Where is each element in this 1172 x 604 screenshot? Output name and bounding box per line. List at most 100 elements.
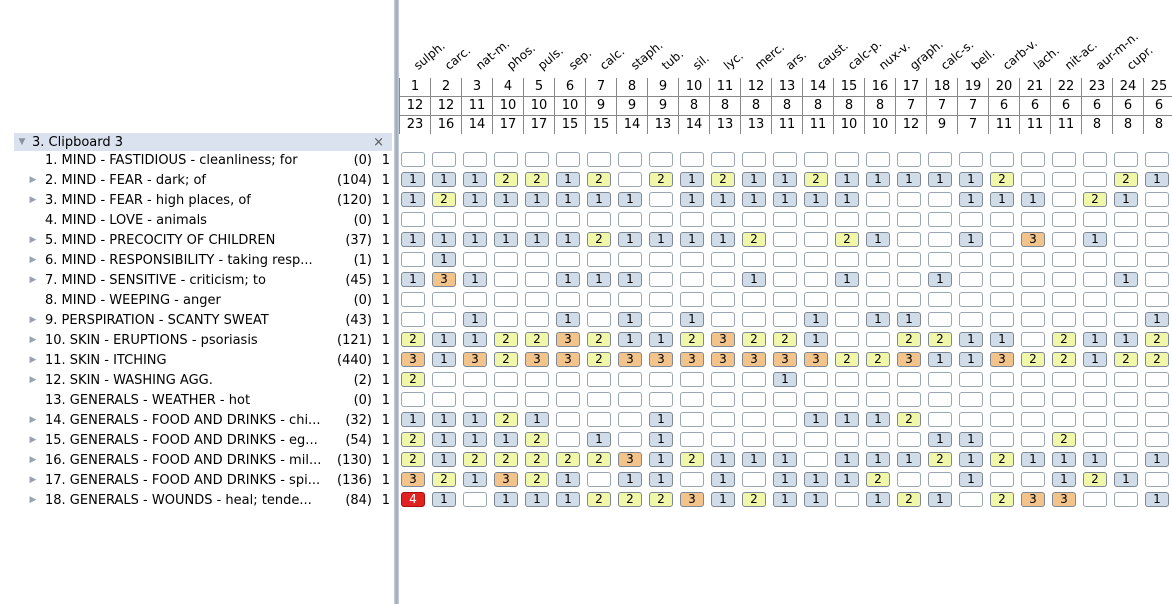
grade-cell[interactable]: 1 — [804, 492, 828, 507]
grade-cell[interactable]: 2 — [432, 192, 456, 207]
grade-cell[interactable] — [866, 252, 890, 267]
triangle-right-icon[interactable]: ▶ — [29, 335, 37, 345]
grade-cell[interactable] — [463, 212, 487, 227]
grade-cell[interactable] — [680, 152, 704, 167]
grade-cell[interactable] — [866, 212, 890, 227]
grade-cell[interactable] — [990, 272, 1014, 287]
grade-cell[interactable] — [1052, 392, 1076, 407]
grade-cell[interactable] — [711, 152, 735, 167]
grade-cell[interactable] — [680, 212, 704, 227]
grade-cell[interactable]: 2 — [804, 172, 828, 187]
grade-cell[interactable]: 1 — [928, 272, 952, 287]
grade-cell[interactable]: 2 — [742, 492, 766, 507]
grade-cell[interactable]: 1 — [525, 232, 549, 247]
grade-cell[interactable]: 1 — [773, 192, 797, 207]
grade-cell[interactable] — [742, 152, 766, 167]
grade-cell[interactable] — [1114, 452, 1138, 467]
grade-cell[interactable]: 1 — [928, 432, 952, 447]
triangle-right-icon[interactable]: ▶ — [29, 195, 37, 205]
grade-cell[interactable] — [897, 192, 921, 207]
grade-cell[interactable] — [959, 392, 983, 407]
grade-cell[interactable] — [1083, 392, 1107, 407]
remedy-label[interactable]: staph. — [628, 37, 666, 73]
remedy-label[interactable]: caust. — [814, 38, 851, 73]
grade-cell[interactable]: 3 — [401, 472, 425, 487]
grade-cell[interactable] — [835, 392, 859, 407]
grade-cell[interactable] — [773, 152, 797, 167]
grade-cell[interactable] — [525, 292, 549, 307]
grade-cell[interactable] — [1145, 212, 1169, 227]
grade-cell[interactable]: 2 — [463, 452, 487, 467]
grade-cell[interactable] — [897, 472, 921, 487]
grade-cell[interactable] — [1021, 372, 1045, 387]
grade-cell[interactable] — [959, 152, 983, 167]
grade-cell[interactable]: 1 — [649, 472, 673, 487]
grade-cell[interactable] — [618, 212, 642, 227]
grade-cell[interactable]: 2 — [587, 332, 611, 347]
grade-cell[interactable] — [494, 292, 518, 307]
grade-cell[interactable]: 2 — [897, 412, 921, 427]
grade-cell[interactable]: 3 — [618, 452, 642, 467]
grade-cell[interactable]: 1 — [463, 332, 487, 347]
grade-cell[interactable] — [432, 292, 456, 307]
grade-cell[interactable]: 2 — [928, 452, 952, 467]
grade-cell[interactable]: 3 — [680, 492, 704, 507]
grade-cell[interactable]: 1 — [959, 332, 983, 347]
grade-cell[interactable]: 2 — [835, 232, 859, 247]
grade-cell[interactable]: 2 — [525, 472, 549, 487]
grade-cell[interactable] — [1145, 432, 1169, 447]
grade-cell[interactable] — [804, 152, 828, 167]
grade-cell[interactable]: 2 — [587, 232, 611, 247]
grade-cell[interactable]: 1 — [928, 492, 952, 507]
grade-cell[interactable] — [525, 212, 549, 227]
rubric-row[interactable]: ▶ 16. GENERALS - FOOD AND DRINKS - mil...… — [14, 450, 394, 470]
grade-cell[interactable] — [618, 432, 642, 447]
grade-cell[interactable]: 4 — [401, 492, 425, 507]
grade-cell[interactable]: 3 — [711, 332, 735, 347]
grade-cell[interactable]: 1 — [618, 472, 642, 487]
grade-cell[interactable] — [928, 312, 952, 327]
grade-cell[interactable] — [990, 392, 1014, 407]
grade-cell[interactable] — [494, 392, 518, 407]
grade-cell[interactable] — [1021, 312, 1045, 327]
triangle-right-icon[interactable]: ▶ — [29, 455, 37, 465]
grade-cell[interactable] — [990, 432, 1014, 447]
grade-cell[interactable]: 1 — [618, 312, 642, 327]
triangle-right-icon[interactable]: ▶ — [29, 355, 37, 365]
grade-cell[interactable]: 1 — [618, 272, 642, 287]
grade-cell[interactable] — [804, 452, 828, 467]
grade-cell[interactable] — [1083, 492, 1107, 507]
grade-cell[interactable] — [990, 252, 1014, 267]
grade-cell[interactable]: 1 — [928, 352, 952, 367]
grade-cell[interactable] — [1114, 152, 1138, 167]
grade-cell[interactable] — [711, 392, 735, 407]
grade-cell[interactable] — [618, 372, 642, 387]
grade-cell[interactable] — [804, 212, 828, 227]
grade-cell[interactable]: 2 — [587, 172, 611, 187]
grade-cell[interactable] — [959, 412, 983, 427]
grade-cell[interactable] — [928, 372, 952, 387]
grade-cell[interactable] — [928, 232, 952, 247]
grade-cell[interactable]: 2 — [1052, 352, 1076, 367]
grade-cell[interactable]: 2 — [649, 172, 673, 187]
grade-cell[interactable]: 1 — [959, 452, 983, 467]
grade-cell[interactable] — [1114, 292, 1138, 307]
grade-cell[interactable]: 2 — [556, 452, 580, 467]
grade-cell[interactable] — [1052, 272, 1076, 287]
grade-cell[interactable]: 2 — [494, 332, 518, 347]
grade-cell[interactable] — [866, 372, 890, 387]
triangle-down-icon[interactable]: ▼ — [18, 137, 26, 147]
grade-cell[interactable]: 2 — [401, 452, 425, 467]
grade-cell[interactable]: 1 — [990, 332, 1014, 347]
triangle-right-icon[interactable]: ▶ — [29, 235, 37, 245]
grade-cell[interactable]: 1 — [618, 192, 642, 207]
grade-cell[interactable]: 3 — [556, 332, 580, 347]
grade-cell[interactable]: 2 — [897, 492, 921, 507]
grade-cell[interactable]: 1 — [649, 452, 673, 467]
grade-cell[interactable]: 1 — [897, 312, 921, 327]
grade-cell[interactable] — [866, 192, 890, 207]
grade-cell[interactable] — [928, 152, 952, 167]
remedy-label[interactable]: nat-m. — [473, 36, 513, 73]
grade-cell[interactable]: 1 — [463, 472, 487, 487]
grade-cell[interactable]: 2 — [494, 452, 518, 467]
